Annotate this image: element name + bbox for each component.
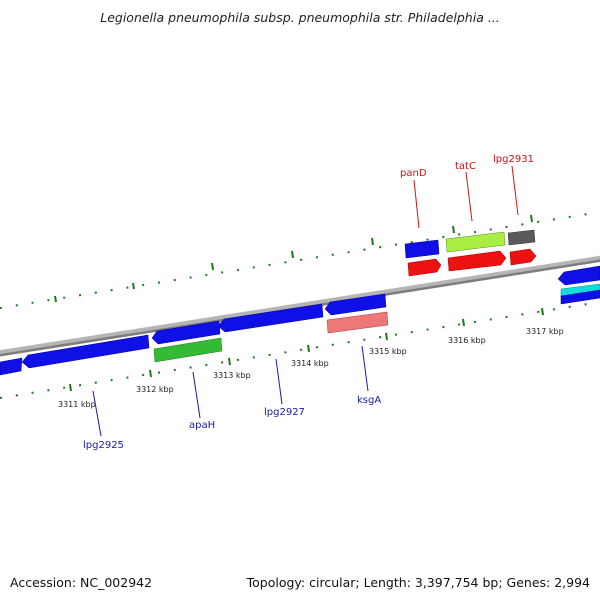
gene-ksgA[interactable] — [324, 293, 387, 316]
gene-lpg2931[interactable] — [507, 229, 536, 246]
gene-tatC-cds[interactable] — [447, 250, 507, 272]
upper-ruler — [0, 211, 600, 309]
gene-right-blue2[interactable] — [560, 289, 600, 305]
reverse-genes — [0, 265, 600, 376]
gene-panD-cds[interactable] — [407, 258, 442, 277]
gene-ksgA-salmon[interactable] — [326, 311, 389, 334]
label-leaders — [92, 165, 519, 437]
gene-label-lpg2927[interactable]: lpg2927 — [264, 407, 305, 418]
genome-backbone — [0, 255, 600, 357]
map-title: Legionella pneumophila subsp. pneumophil… — [100, 10, 500, 25]
gene-lpg2925[interactable] — [21, 334, 150, 369]
gene-label-apaH[interactable]: apaH — [189, 420, 215, 431]
lower-ruler — [0, 301, 600, 399]
forward-labels: panD tatC lpg2931 — [400, 154, 534, 179]
scale-label: 3313 kbp — [213, 371, 251, 380]
gene-label-ksgA[interactable]: ksgA — [357, 395, 381, 406]
gene-right-cyan[interactable] — [560, 283, 600, 298]
gene-lpg2927[interactable] — [217, 303, 324, 333]
gene-tatC[interactable] — [445, 231, 506, 253]
scale-label: 3315 kbp — [369, 347, 407, 356]
gene-panD[interactable] — [404, 239, 440, 259]
scale-label: 3312 kbp — [136, 385, 174, 394]
gene-label-tatC[interactable]: tatC — [455, 161, 476, 172]
scale-label: 3316 kbp — [448, 336, 486, 345]
scale-label: 3314 kbp — [291, 359, 329, 368]
gene-apaH-green[interactable] — [153, 337, 223, 363]
scale-label: 3317 kbp — [526, 327, 564, 336]
gene-right-edge[interactable] — [557, 265, 600, 286]
gene-label-lpg2925[interactable]: lpg2925 — [83, 440, 124, 451]
gene-label-lpg2931[interactable]: lpg2931 — [493, 154, 534, 165]
forward-genes — [404, 229, 537, 277]
scale-label: 3311 kbp — [58, 400, 96, 409]
accession-text: Accession: NC_002942 — [10, 575, 153, 590]
gene-label-panD[interactable]: panD — [400, 168, 427, 179]
gene-lpg2931-cds[interactable] — [509, 248, 537, 266]
topology-summary: Topology: circular; Length: 3,397,754 bp… — [246, 575, 590, 590]
gene-left-edge[interactable] — [0, 357, 23, 376]
scale-labels: 3311 kbp 3312 kbp 3313 kbp 3314 kbp 3315… — [58, 327, 564, 409]
reverse-labels: lpg2925 apaH lpg2927 ksgA — [83, 395, 381, 451]
gene-apaH[interactable] — [151, 320, 221, 345]
